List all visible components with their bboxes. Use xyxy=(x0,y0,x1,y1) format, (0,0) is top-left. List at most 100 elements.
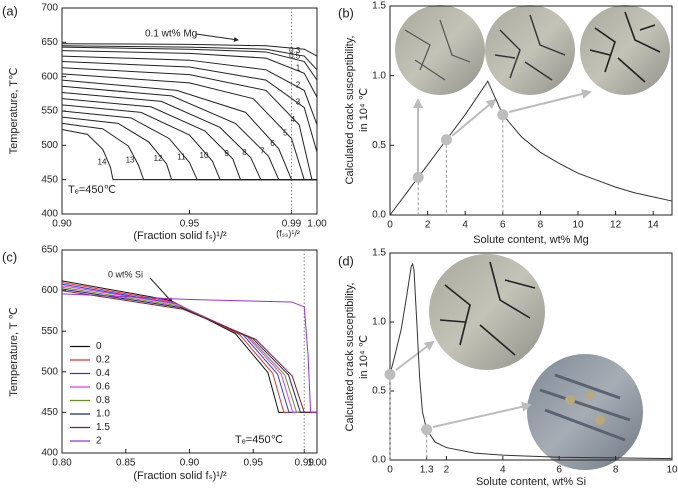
x-tick-label: 1.00 xyxy=(307,458,327,469)
panel-label: (b) xyxy=(338,5,354,20)
x-axis-label: (Fraction solid fₛ)¹/² xyxy=(133,230,227,242)
curve-label: 9 xyxy=(224,149,229,158)
y-tick-label: 0.5 xyxy=(372,140,386,151)
y-tick-label: 500 xyxy=(41,366,58,377)
x-axis-label: (Fraction solid fₛ)¹/² xyxy=(133,470,227,482)
y-tick-label: 0.0 xyxy=(372,210,386,221)
curve-label: 11 xyxy=(177,153,186,162)
y-tick-label: 650 xyxy=(41,245,58,256)
y-tick-label: 550 xyxy=(41,106,58,117)
y-tick-label: 0.5 xyxy=(372,386,386,397)
curve-label: 1 xyxy=(296,63,301,72)
x-tick-label: 8 xyxy=(538,220,544,231)
legend-label: 0.2 xyxy=(96,355,110,366)
y-tick-label: 600 xyxy=(41,71,58,82)
micrograph xyxy=(485,5,575,95)
curve-label: 10 xyxy=(200,151,209,160)
x-tick-label: 0.99 xyxy=(295,458,315,469)
legend-label: 0.6 xyxy=(96,382,110,393)
micrograph xyxy=(527,354,643,470)
series-line xyxy=(61,50,318,180)
x-tick-label: 4 xyxy=(500,465,506,476)
x-tick-label: 12 xyxy=(610,220,622,231)
x-tick-label: 0.95 xyxy=(244,458,264,469)
x-tick-label: 14 xyxy=(648,220,660,231)
y-tick-label: 1.0 xyxy=(372,70,386,81)
curve-label: 12 xyxy=(154,154,163,163)
x-tick-label: 1.3 xyxy=(420,465,434,476)
micrograph xyxy=(395,5,485,95)
curve-label: 5 xyxy=(283,129,288,138)
marker xyxy=(440,134,452,146)
y-tick-label: 0.0 xyxy=(372,455,386,466)
x-tick-label: 6 xyxy=(500,220,506,231)
y-axis-label: Calculated crack susceptibility, xyxy=(344,283,356,432)
legend-label: 0 xyxy=(96,341,102,352)
pointer-arrow xyxy=(508,89,592,113)
series-line xyxy=(61,122,317,181)
y-tick-label: 450 xyxy=(41,407,58,418)
annotation: Tₑ=450℃ xyxy=(235,434,283,446)
legend-label: 1.5 xyxy=(96,422,110,433)
x-tick-label: 0.85 xyxy=(116,458,136,469)
y-tick-label: 500 xyxy=(41,140,58,151)
y-tick-label: 650 xyxy=(41,37,58,48)
series-line xyxy=(61,104,317,181)
series-line xyxy=(61,91,317,181)
series-line xyxy=(61,290,317,413)
y-tick-label: 1.0 xyxy=(372,317,386,328)
x-axis-label: Solute content, wt% Mg xyxy=(473,234,589,246)
micrograph xyxy=(429,254,545,370)
x-tick-label: 0 xyxy=(387,220,393,231)
y-axis-label: Calculated crack susceptibility, xyxy=(344,36,356,185)
y-axis-label: Temperature, T ℃ xyxy=(8,307,20,397)
annotation-arrow xyxy=(149,277,173,303)
curve-label: 13 xyxy=(126,155,135,164)
annotation: 0.1 wt% Mg xyxy=(145,29,197,40)
legend-label: 0.4 xyxy=(96,368,110,379)
series-line xyxy=(61,293,317,413)
panel-label: (a) xyxy=(2,3,18,18)
marker xyxy=(384,368,396,380)
marker xyxy=(497,109,509,121)
x-tick-label: 1.00 xyxy=(307,219,327,230)
marker xyxy=(412,171,424,183)
y-tick-label: 1.5 xyxy=(372,248,386,259)
micrograph xyxy=(580,5,670,95)
y-axis-label: in 10⁴ ℃ xyxy=(358,88,370,132)
curve-label: 2 xyxy=(296,81,301,90)
pointer-arrow xyxy=(395,340,435,371)
x-tick-label: 4 xyxy=(462,220,468,231)
curve-label: 3 xyxy=(296,98,301,107)
x-tick-label: 8 xyxy=(613,465,619,476)
series-line xyxy=(61,288,317,413)
x-tick-label: 10 xyxy=(666,465,678,476)
y-tick-label: 400 xyxy=(41,448,58,459)
y-axis-label: Temperature, T℃ xyxy=(8,68,20,155)
y-tick-label: 600 xyxy=(41,285,58,296)
x-tick-label: 0.80 xyxy=(52,458,72,469)
pointer-arrow xyxy=(432,401,532,428)
x-tick-label: 0 xyxy=(387,465,393,476)
curve-label: 8 xyxy=(242,148,247,157)
series-line xyxy=(61,129,317,181)
annotation: 0 wt% Si xyxy=(108,269,143,279)
plot-frame xyxy=(389,252,673,461)
x-tick-label: 0.95 xyxy=(180,219,200,230)
panel-label: (c) xyxy=(2,249,17,264)
legend-label: 0.8 xyxy=(96,395,110,406)
x-tick-label: 6 xyxy=(556,465,562,476)
plot-frame xyxy=(389,5,673,216)
x-tick-label: 0.99 xyxy=(282,219,302,230)
y-tick-label: 550 xyxy=(41,326,58,337)
y-tick-label: 700 xyxy=(41,3,58,14)
legend-label: 2 xyxy=(96,436,102,447)
x-axis-label: Solute content, wt% Si xyxy=(476,476,586,488)
annotation: Tₑ=450℃ xyxy=(68,184,116,196)
series-line xyxy=(61,98,317,181)
reference-label: (fₛₛ)¹/² xyxy=(276,228,300,238)
y-tick-label: 1.5 xyxy=(372,1,386,12)
series-line xyxy=(61,55,318,180)
curve-label: 7 xyxy=(260,146,265,155)
